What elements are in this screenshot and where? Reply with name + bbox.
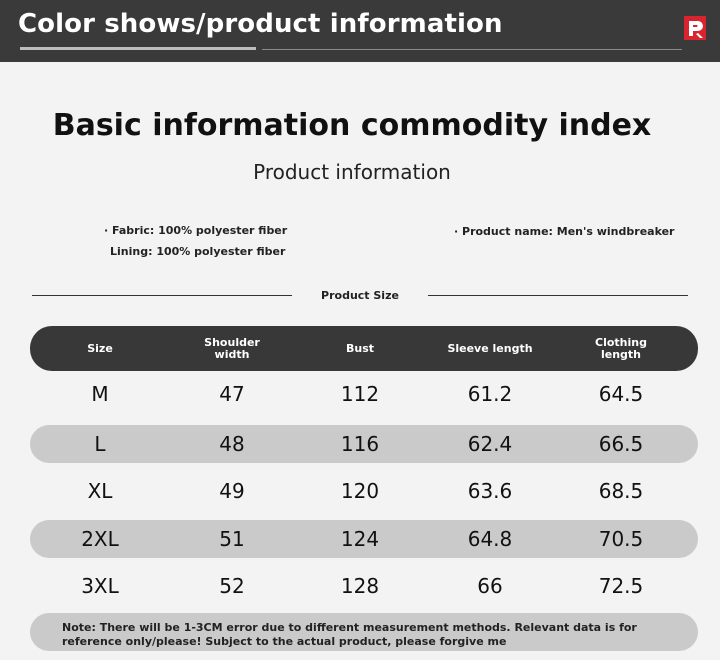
table-row: XL 49 120 63.6 68.5 bbox=[30, 472, 698, 510]
product-name-info: · Product name: Men's windbreaker bbox=[454, 225, 675, 238]
cell-shoulder-width: 47 bbox=[219, 382, 245, 406]
cell-bust: 124 bbox=[340, 527, 380, 551]
cell-clothing-length: 68.5 bbox=[598, 479, 644, 503]
cell-sleeve-length: 61.2 bbox=[467, 382, 513, 406]
header-bust: Bust bbox=[345, 341, 375, 355]
table-row: 2XL 51 124 64.8 70.5 bbox=[30, 520, 698, 558]
cell-clothing-length: 66.5 bbox=[598, 432, 644, 456]
page-title: Basic information commodity index bbox=[52, 108, 652, 143]
header-clothing-length: Clothing length bbox=[595, 335, 647, 361]
cell-shoulder-width: 49 bbox=[219, 479, 245, 503]
table-row: M 47 112 61.2 64.5 bbox=[30, 375, 698, 413]
table-row: 3XL 52 128 66 72.5 bbox=[30, 567, 698, 605]
cell-size: 2XL bbox=[81, 527, 119, 551]
note-text: Note: There will be 1-3CM error due to d… bbox=[62, 621, 637, 648]
header-rule bbox=[262, 49, 682, 50]
size-table-header: Size Shoulder width Bust Sleeve length C… bbox=[30, 326, 698, 371]
cell-clothing-length: 64.5 bbox=[598, 382, 644, 406]
lining-info: Lining: 100% polyester fiber bbox=[110, 245, 286, 258]
header-bar: Color shows/product information bbox=[0, 0, 720, 62]
header-title: Color shows/product information bbox=[18, 9, 503, 39]
cell-bust: 128 bbox=[340, 574, 380, 598]
cell-size: L bbox=[94, 432, 106, 456]
page-subtitle: Product information bbox=[253, 160, 451, 184]
cell-clothing-length: 70.5 bbox=[598, 527, 644, 551]
table-row: L 48 116 62.4 66.5 bbox=[30, 425, 698, 463]
cell-bust: 112 bbox=[340, 382, 380, 406]
cell-sleeve-length: 63.6 bbox=[467, 479, 513, 503]
divider-right bbox=[428, 295, 688, 296]
fabric-info: · Fabric: 100% polyester fiber bbox=[104, 224, 288, 237]
header-underline bbox=[20, 47, 256, 50]
measurement-note: Note: There will be 1-3CM error due to d… bbox=[30, 613, 698, 651]
header-size: Size bbox=[87, 341, 113, 355]
divider-left bbox=[32, 295, 292, 296]
cell-shoulder-width: 52 bbox=[219, 574, 245, 598]
cell-sleeve-length: 66 bbox=[477, 574, 503, 598]
product-size-label: Product Size bbox=[321, 289, 399, 302]
brand-logo-icon bbox=[684, 16, 706, 40]
header-sleeve-length: Sleeve length bbox=[447, 341, 533, 355]
cell-clothing-length: 72.5 bbox=[598, 574, 644, 598]
cell-sleeve-length: 62.4 bbox=[467, 432, 513, 456]
cell-bust: 120 bbox=[340, 479, 380, 503]
cell-bust: 116 bbox=[340, 432, 380, 456]
cell-shoulder-width: 51 bbox=[219, 527, 245, 551]
cell-size: XL bbox=[87, 479, 113, 503]
cell-size: 3XL bbox=[81, 574, 119, 598]
cell-sleeve-length: 64.8 bbox=[467, 527, 513, 551]
header-shoulder-width: Shoulder width bbox=[204, 335, 260, 361]
cell-size: M bbox=[91, 382, 109, 406]
cell-shoulder-width: 48 bbox=[219, 432, 245, 456]
